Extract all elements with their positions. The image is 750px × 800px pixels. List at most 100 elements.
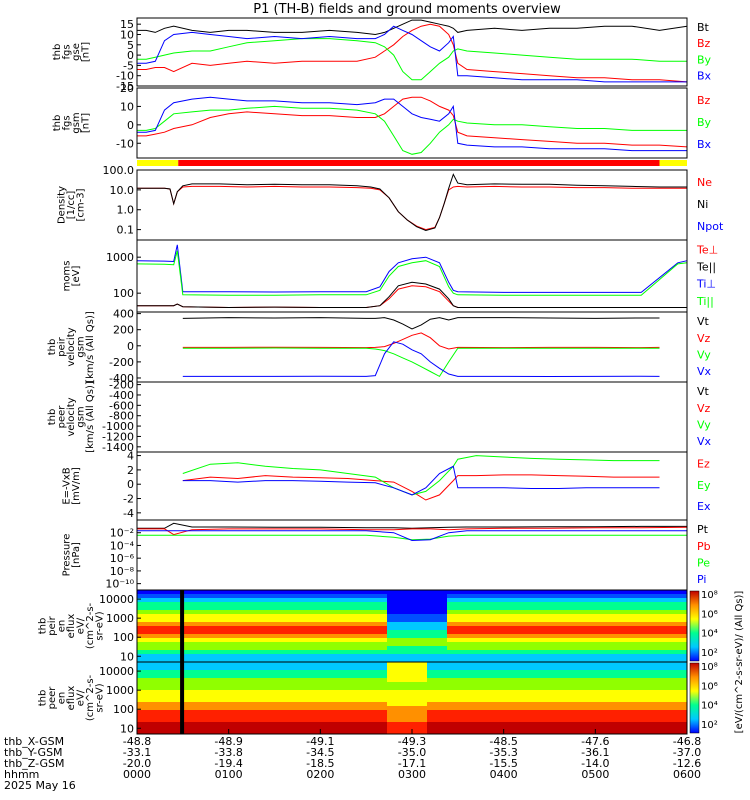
heatmap-cell xyxy=(327,638,338,643)
heatmap-cell xyxy=(547,622,558,627)
heatmap-cell xyxy=(237,614,248,619)
y-tick-label: 0.1 xyxy=(117,224,135,237)
heatmap-cell xyxy=(617,606,628,611)
heatmap-cell xyxy=(577,710,588,715)
heatmap-cell xyxy=(367,722,378,727)
heatmap-cell xyxy=(227,614,238,619)
heatmap-cell xyxy=(447,714,458,719)
heatmap-cell xyxy=(507,594,518,599)
heatmap-cell xyxy=(537,618,548,623)
heatmap-cell xyxy=(217,658,228,662)
heatmap-cell xyxy=(647,670,658,675)
heatmap-cell xyxy=(667,654,678,659)
heatmap-cell xyxy=(577,626,588,631)
heatmap-cell xyxy=(137,726,148,731)
heatmap-cell xyxy=(197,650,208,655)
heatmap-cell xyxy=(617,702,628,707)
heatmap-cell xyxy=(527,610,538,615)
heatmap-cell xyxy=(407,646,418,651)
heatmap-cell xyxy=(587,698,598,703)
x-tick-label: -49.3 xyxy=(398,735,426,748)
heatmap-cell xyxy=(207,702,218,707)
heatmap-cell xyxy=(517,670,528,675)
heatmap-cell xyxy=(227,650,238,655)
heatmap-cell xyxy=(157,598,168,603)
heatmap-cell xyxy=(557,654,568,659)
heatmap-cell xyxy=(357,614,368,619)
heatmap-cell xyxy=(667,598,678,603)
heatmap-cell xyxy=(337,638,348,643)
heatmap-cell xyxy=(657,590,668,595)
heatmap-cell xyxy=(347,678,358,683)
heatmap-cell xyxy=(347,650,358,655)
heatmap-cell xyxy=(547,682,558,687)
heatmap-cell xyxy=(577,642,588,647)
heatmap-cell xyxy=(667,618,678,623)
heatmap-cell xyxy=(557,602,568,607)
heatmap-cell xyxy=(517,722,528,727)
heatmap-cell xyxy=(157,602,168,607)
heatmap-cell xyxy=(247,602,258,607)
heatmap-cell xyxy=(247,658,258,662)
heatmap-cell xyxy=(597,702,608,707)
heatmap-cell xyxy=(157,642,168,647)
heatmap-cell xyxy=(327,630,338,635)
heatmap-cell xyxy=(507,686,518,691)
heatmap-cell xyxy=(207,698,218,703)
heatmap-cell xyxy=(257,606,268,611)
heatmap-cell xyxy=(627,638,638,643)
heatmap-cell xyxy=(367,638,378,643)
heatmap-cell xyxy=(517,718,528,723)
heatmap-cell xyxy=(537,722,548,727)
x-tick-label: 0000 xyxy=(123,768,151,781)
heatmap-cell xyxy=(157,694,168,699)
heatmap-cell xyxy=(677,710,687,715)
heatmap-cell xyxy=(597,666,608,671)
legend-entry: Vx xyxy=(697,365,712,378)
y-tick-label: 10⁻⁸ xyxy=(110,565,135,578)
heatmap-cell xyxy=(317,686,328,691)
heatmap-cell xyxy=(497,730,508,734)
heatmap-cell xyxy=(267,602,278,607)
heatmap-cell xyxy=(217,690,228,695)
heatmap-cell xyxy=(677,626,687,631)
heatmap-cell xyxy=(407,654,418,659)
heatmap-cell xyxy=(267,646,278,651)
heatmap-cell xyxy=(397,718,408,723)
heatmap-cell xyxy=(647,674,658,679)
heatmap-cell xyxy=(507,694,518,699)
heatmap-cell xyxy=(487,694,498,699)
heatmap-cell xyxy=(547,590,558,595)
heatmap-cell xyxy=(237,726,248,731)
heatmap-cell xyxy=(487,606,498,611)
heatmap-cell xyxy=(497,702,508,707)
heatmap-cell xyxy=(567,630,578,635)
heatmap-cell xyxy=(567,670,578,675)
heatmap-cell xyxy=(317,722,328,727)
series-line xyxy=(137,25,687,83)
heatmap-cell xyxy=(607,658,618,662)
heatmap-cell xyxy=(587,706,598,711)
heatmap-cell xyxy=(457,650,468,655)
heatmap-cell xyxy=(207,718,218,723)
y-tick-label: 0 xyxy=(127,478,134,491)
heatmap-cell xyxy=(357,626,368,631)
heatmap-cell xyxy=(267,618,278,623)
heatmap-cell xyxy=(387,622,398,627)
heatmap-cell xyxy=(257,710,268,715)
heatmap-cell xyxy=(477,646,488,651)
heatmap-cell xyxy=(657,642,668,647)
heatmap-cell xyxy=(367,610,378,615)
heatmap-cell xyxy=(417,650,428,655)
heatmap-cell xyxy=(197,706,208,711)
heatmap-cell xyxy=(557,610,568,615)
heatmap-cell xyxy=(637,718,648,723)
heatmap-cell xyxy=(487,590,498,595)
heatmap-cell xyxy=(217,706,228,711)
heatmap-cell xyxy=(317,690,328,695)
heatmap-cell xyxy=(197,594,208,599)
heatmap-cell xyxy=(497,670,508,675)
heatmap-cell xyxy=(617,706,628,711)
heatmap-cell xyxy=(437,598,448,603)
